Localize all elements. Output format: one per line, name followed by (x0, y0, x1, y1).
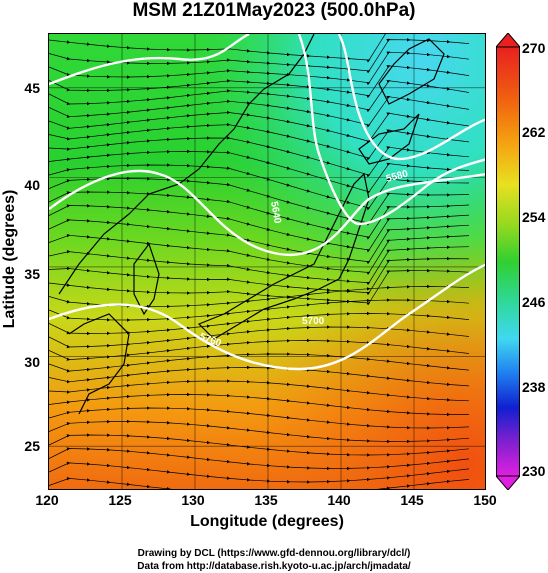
y-axis-label: Latitude (degrees) (1, 189, 18, 329)
credit-line-data: Data from http://database.rish.kyoto-u.a… (137, 561, 411, 572)
streamline (49, 136, 470, 178)
colorbar-tick-label: 270 (522, 40, 546, 56)
contour-label: 5700 (302, 316, 325, 327)
x-tick-label: 130 (181, 492, 205, 508)
y-tick-label: 25 (24, 438, 40, 454)
colorbar-tick-label: 254 (522, 209, 546, 225)
x-tick-label: 125 (108, 492, 132, 508)
contour-label: 5640 (268, 201, 283, 225)
y-tick-label: 45 (24, 80, 40, 96)
colorbar-tick-label: 262 (522, 124, 546, 140)
colorbar-gradient (496, 46, 520, 477)
x-tick-label: 140 (327, 492, 351, 508)
chart-title: MSM 21Z01May2023 (500.0hPa) (132, 0, 416, 21)
colorbar (496, 33, 520, 490)
y-tick-label: 35 (24, 266, 40, 282)
colorbar-tick-label: 238 (522, 379, 546, 395)
colorbar-bottom-arrow (496, 475, 520, 490)
colorbar-tick-label: 230 (522, 463, 546, 479)
y-tick-label: 30 (24, 354, 40, 370)
streamline (49, 476, 470, 489)
x-tick-label: 150 (473, 492, 497, 508)
streamline (49, 122, 470, 161)
x-tick-label: 120 (35, 492, 59, 508)
x-tick-label: 135 (254, 492, 278, 508)
map-plot-area: 5580 5640 5700 5760 (48, 33, 486, 490)
grid-lines (49, 34, 485, 489)
credit-line-drawing: Drawing by DCL (https://www.gfd-dennou.o… (137, 548, 411, 559)
streamlines (49, 34, 470, 489)
y-tick-label: 40 (24, 177, 40, 193)
x-axis-label: Longitude (degrees) (190, 513, 344, 530)
height-contours (49, 34, 485, 371)
map-canvas: 5580 5640 5700 5760 (49, 34, 485, 489)
colorbar-tick-label: 246 (522, 294, 546, 310)
x-tick-label: 145 (400, 492, 424, 508)
colorbar-top-arrow (496, 33, 520, 48)
